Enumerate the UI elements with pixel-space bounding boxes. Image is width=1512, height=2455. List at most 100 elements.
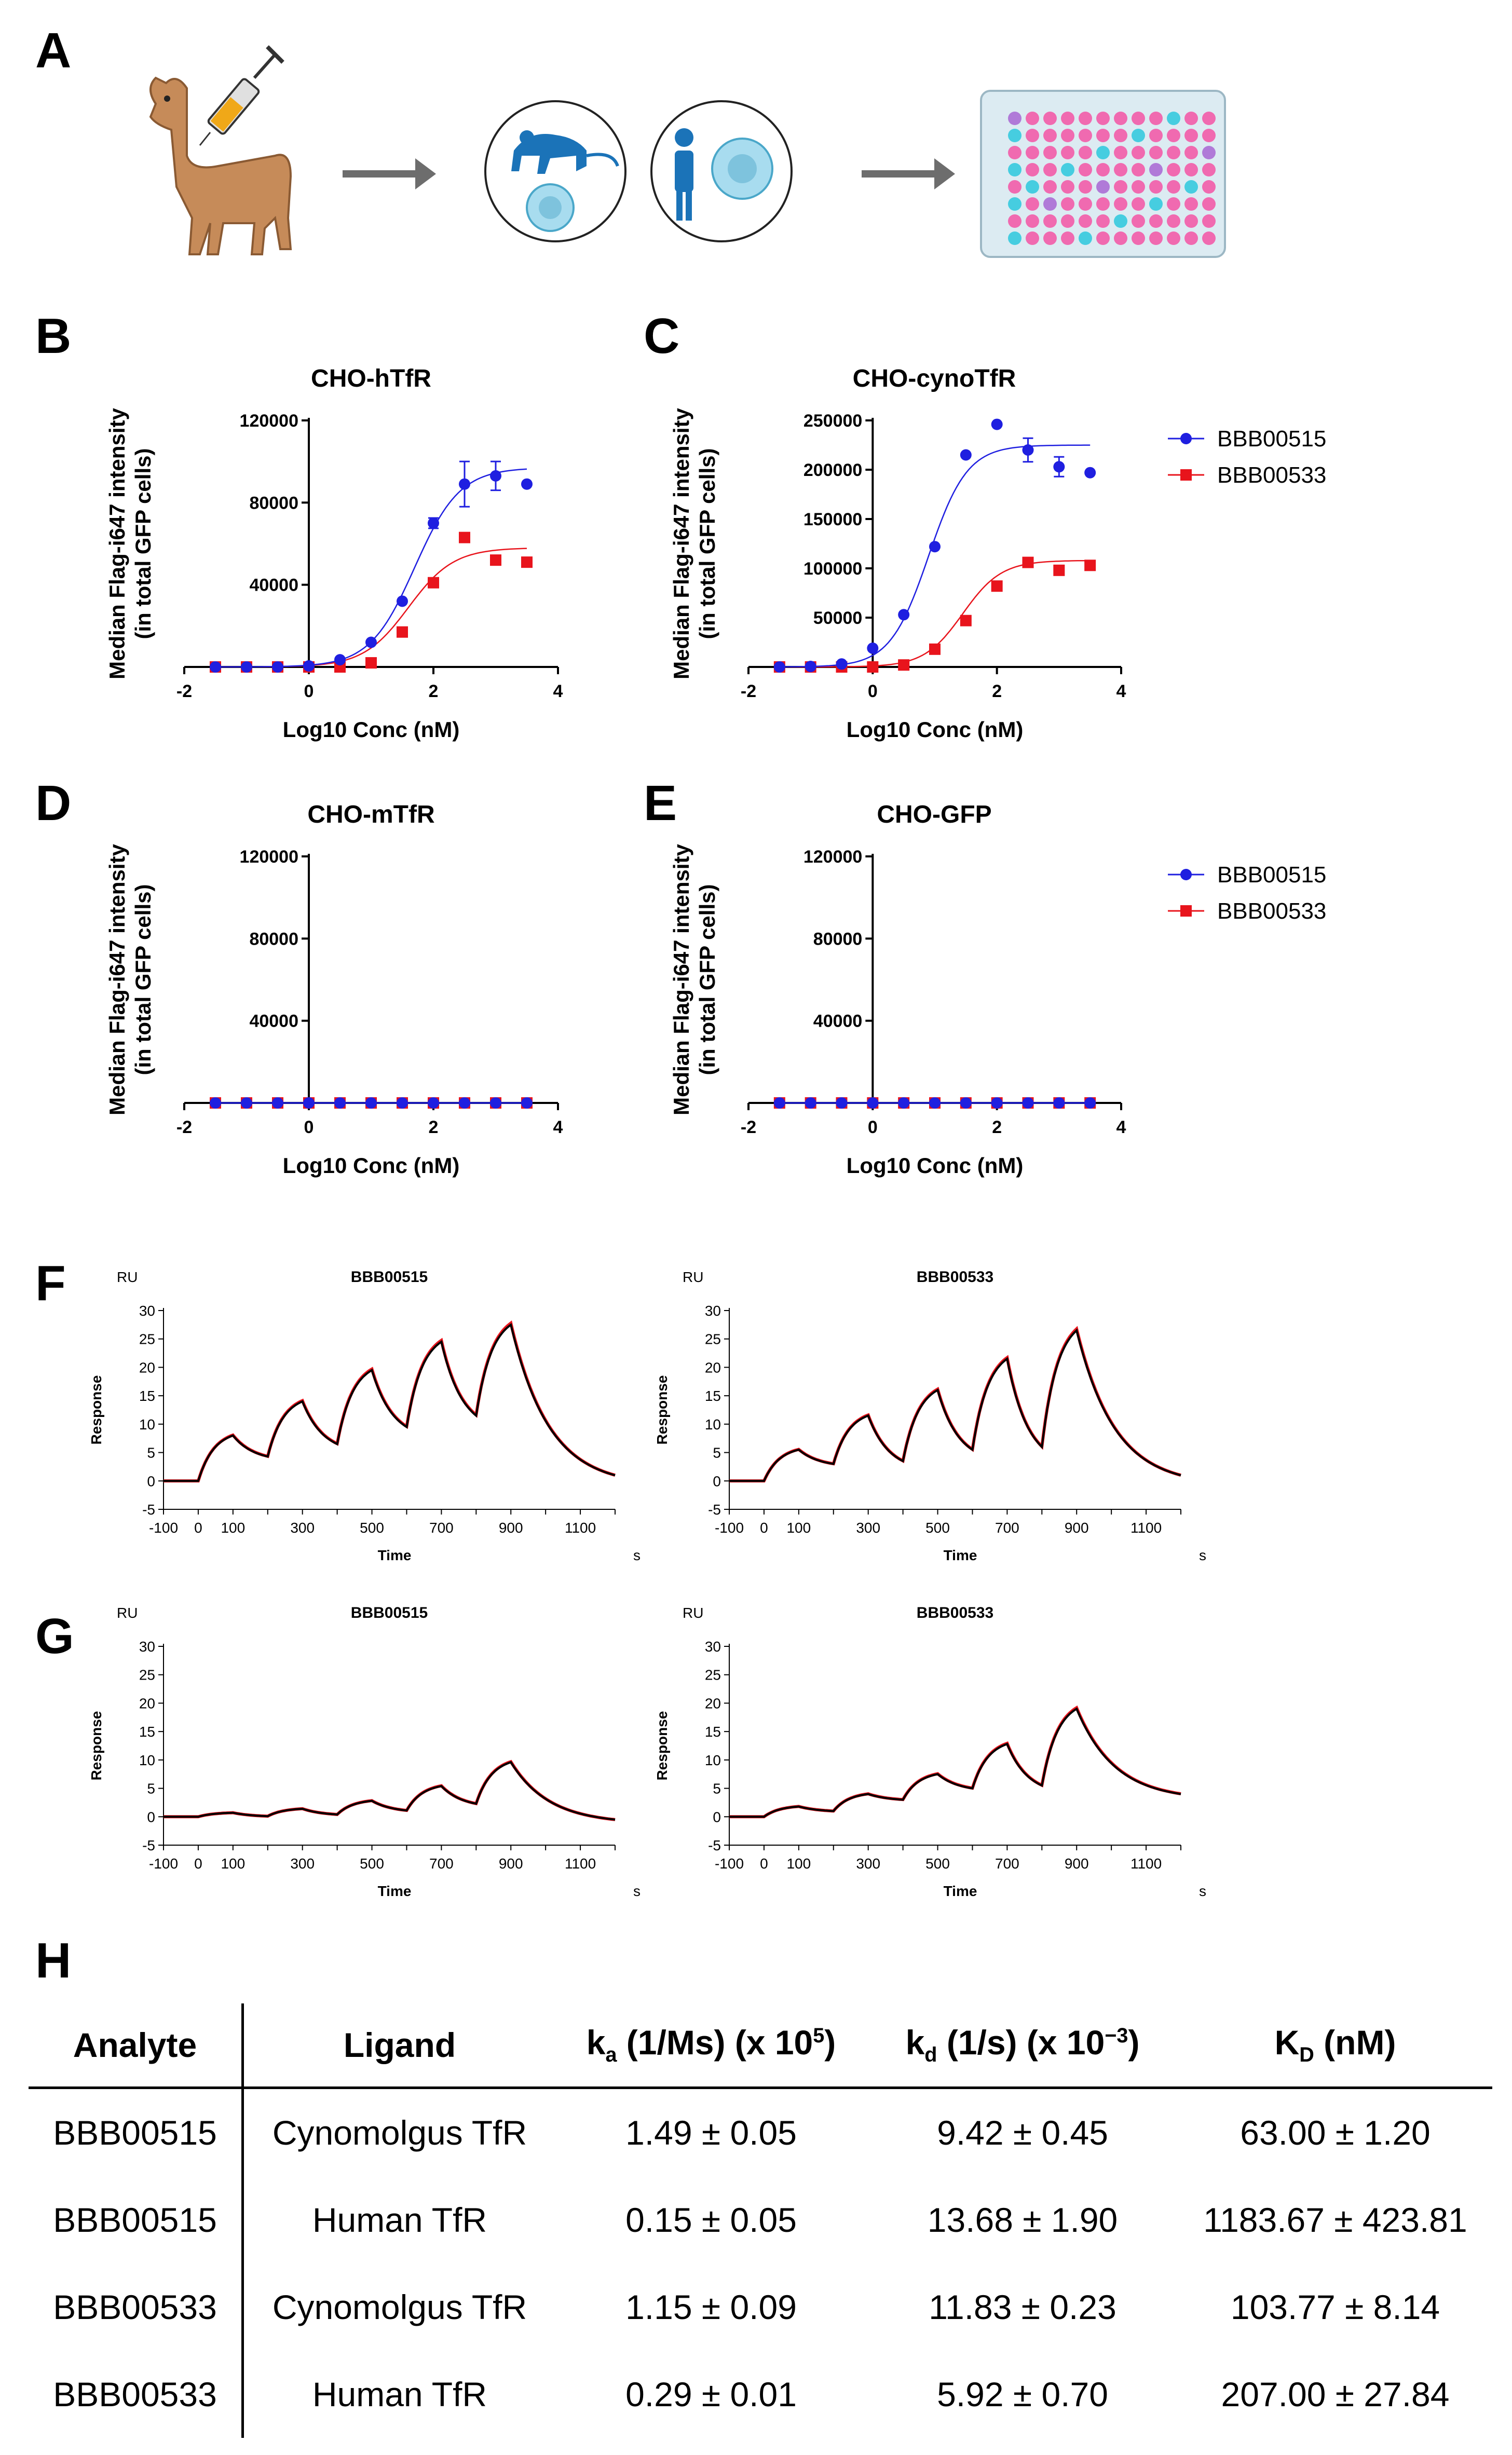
x-unit-label: s — [1199, 1547, 1206, 1563]
observed-curve — [164, 1761, 616, 1821]
y-tick-label: 120000 — [240, 411, 298, 431]
legend-label-bbb00533: BBB00533 — [1217, 462, 1326, 488]
well — [1149, 197, 1163, 211]
x-axis-label: Time — [944, 1883, 977, 1899]
y-tick-label: 25 — [705, 1331, 721, 1347]
y-tick-label: 15 — [705, 1388, 721, 1404]
cell-analyte: BBB00533 — [29, 2263, 244, 2351]
well — [1167, 163, 1180, 176]
legend-label-bbb00533: BBB00533 — [1217, 898, 1326, 924]
y-tick-label: 100000 — [803, 559, 862, 579]
cell-kd: 13.68 ± 1.90 — [927, 2201, 1118, 2239]
data-point-bbb00533 — [929, 643, 941, 655]
well — [1149, 214, 1163, 228]
well — [1026, 214, 1039, 228]
x-tick-label: 0 — [868, 681, 878, 701]
cell-kd: 11.83 ± 0.23 — [929, 2288, 1116, 2326]
well — [1079, 112, 1092, 125]
well — [1132, 129, 1145, 142]
cell-ligand: Human TfR — [312, 2375, 487, 2413]
data-point-bbb00515 — [210, 661, 221, 673]
panel-letter-a: A — [35, 23, 71, 78]
panel-letter-g: G — [35, 1608, 74, 1664]
chart-title: CHO-GFP — [877, 801, 991, 828]
x-tick-label: 900 — [499, 1856, 523, 1872]
sensorgram-f-bbb00533: BBB00533 RU -5 0 5 10 15 20 25 30 -100 0 100 300 500 70… — [654, 1269, 1206, 1563]
observed-curve — [729, 1328, 1181, 1482]
x-tick-label: -2 — [741, 1117, 756, 1137]
well — [1184, 231, 1198, 245]
well — [1096, 214, 1110, 228]
y-tick-label: 50000 — [813, 608, 863, 628]
y-tick-label: 0 — [147, 1809, 155, 1825]
fit-curve — [164, 1320, 616, 1483]
arrow-2-icon — [862, 158, 955, 189]
data-point-bbb00533 — [365, 657, 377, 669]
data-point-bbb00515 — [1084, 1097, 1096, 1109]
well — [1008, 214, 1021, 228]
data-point-bbb00515 — [960, 449, 972, 461]
data-point-bbb00515 — [898, 1097, 910, 1109]
well — [1184, 129, 1198, 142]
y-tick-label: 15 — [139, 1724, 155, 1740]
y-axis-label-line2: (in total GFP cells) — [131, 448, 155, 639]
data-point-bbb00515 — [397, 595, 408, 607]
data-point-bbb00533 — [867, 661, 879, 673]
well — [1167, 231, 1180, 245]
data-point-bbb00515 — [836, 658, 848, 670]
y-tick-label: 5 — [147, 1445, 155, 1461]
data-point-bbb00515 — [303, 1097, 315, 1109]
table-header-row: Analyte Ligand ka (1/Ms) (x 105) kd (1/s… — [29, 2003, 1492, 2089]
arrow-1-icon — [343, 158, 436, 189]
data-point-bbb00515 — [960, 1097, 972, 1109]
chart-title: CHO-cynoTfR — [853, 365, 1016, 392]
well — [1184, 214, 1198, 228]
y-tick-label: 20 — [139, 1695, 155, 1711]
data-point-bbb00533 — [898, 659, 910, 671]
well — [1061, 146, 1074, 159]
y-tick-label: 0 — [147, 1473, 155, 1489]
x-tick-label: 4 — [553, 1117, 563, 1137]
well — [1184, 112, 1198, 125]
fit-curve — [729, 1705, 1181, 1819]
y-tick-label: 10 — [705, 1416, 721, 1433]
data-point-bbb00533 — [1084, 560, 1096, 571]
x-tick-label: 2 — [429, 1117, 439, 1137]
y-tick-label: 150000 — [803, 510, 862, 529]
y-tick-label: 15 — [139, 1388, 155, 1404]
x-unit-label: s — [633, 1547, 641, 1563]
x-tick-label: 0 — [194, 1520, 202, 1536]
well — [1114, 146, 1127, 159]
x-tick-label: 100 — [221, 1856, 245, 1872]
panel-letter-f: F — [35, 1256, 66, 1311]
unit-label: RU — [117, 1605, 138, 1621]
y-tick-label: 80000 — [249, 493, 298, 513]
x-tick-label: -100 — [715, 1856, 744, 1872]
well — [1202, 129, 1216, 142]
data-point-bbb00515 — [1053, 1097, 1065, 1109]
sensorgram-f-bbb00515: BBB00515 RU -5 0 5 10 15 20 25 30 -100 0 100 300 500 70… — [88, 1269, 641, 1563]
well — [1202, 231, 1216, 245]
data-point-bbb00515 — [334, 654, 346, 666]
y-tick-label: 40000 — [249, 576, 298, 595]
well — [1096, 112, 1110, 125]
data-point-bbb00515 — [490, 1097, 501, 1109]
x-axis-label: Time — [944, 1547, 977, 1563]
x-tick-label: -100 — [149, 1520, 178, 1536]
y-axis-label-line2: (in total GFP cells) — [131, 884, 155, 1075]
data-point-bbb00515 — [521, 478, 533, 490]
data-point-bbb00533 — [397, 626, 408, 638]
well — [1061, 231, 1074, 245]
panel-letter-c: C — [644, 308, 679, 364]
well — [1149, 231, 1163, 245]
panel-letter-e: E — [644, 775, 677, 831]
y-axis-label: Response — [88, 1375, 104, 1445]
well — [1132, 146, 1145, 159]
well — [1026, 112, 1039, 125]
header-ligand: Ligand — [242, 2003, 555, 2089]
well — [1079, 231, 1092, 245]
x-tick-label: -100 — [149, 1856, 178, 1872]
panel-letter-b: B — [35, 308, 71, 364]
x-tick-label: -2 — [176, 1117, 192, 1137]
well — [1184, 180, 1198, 194]
